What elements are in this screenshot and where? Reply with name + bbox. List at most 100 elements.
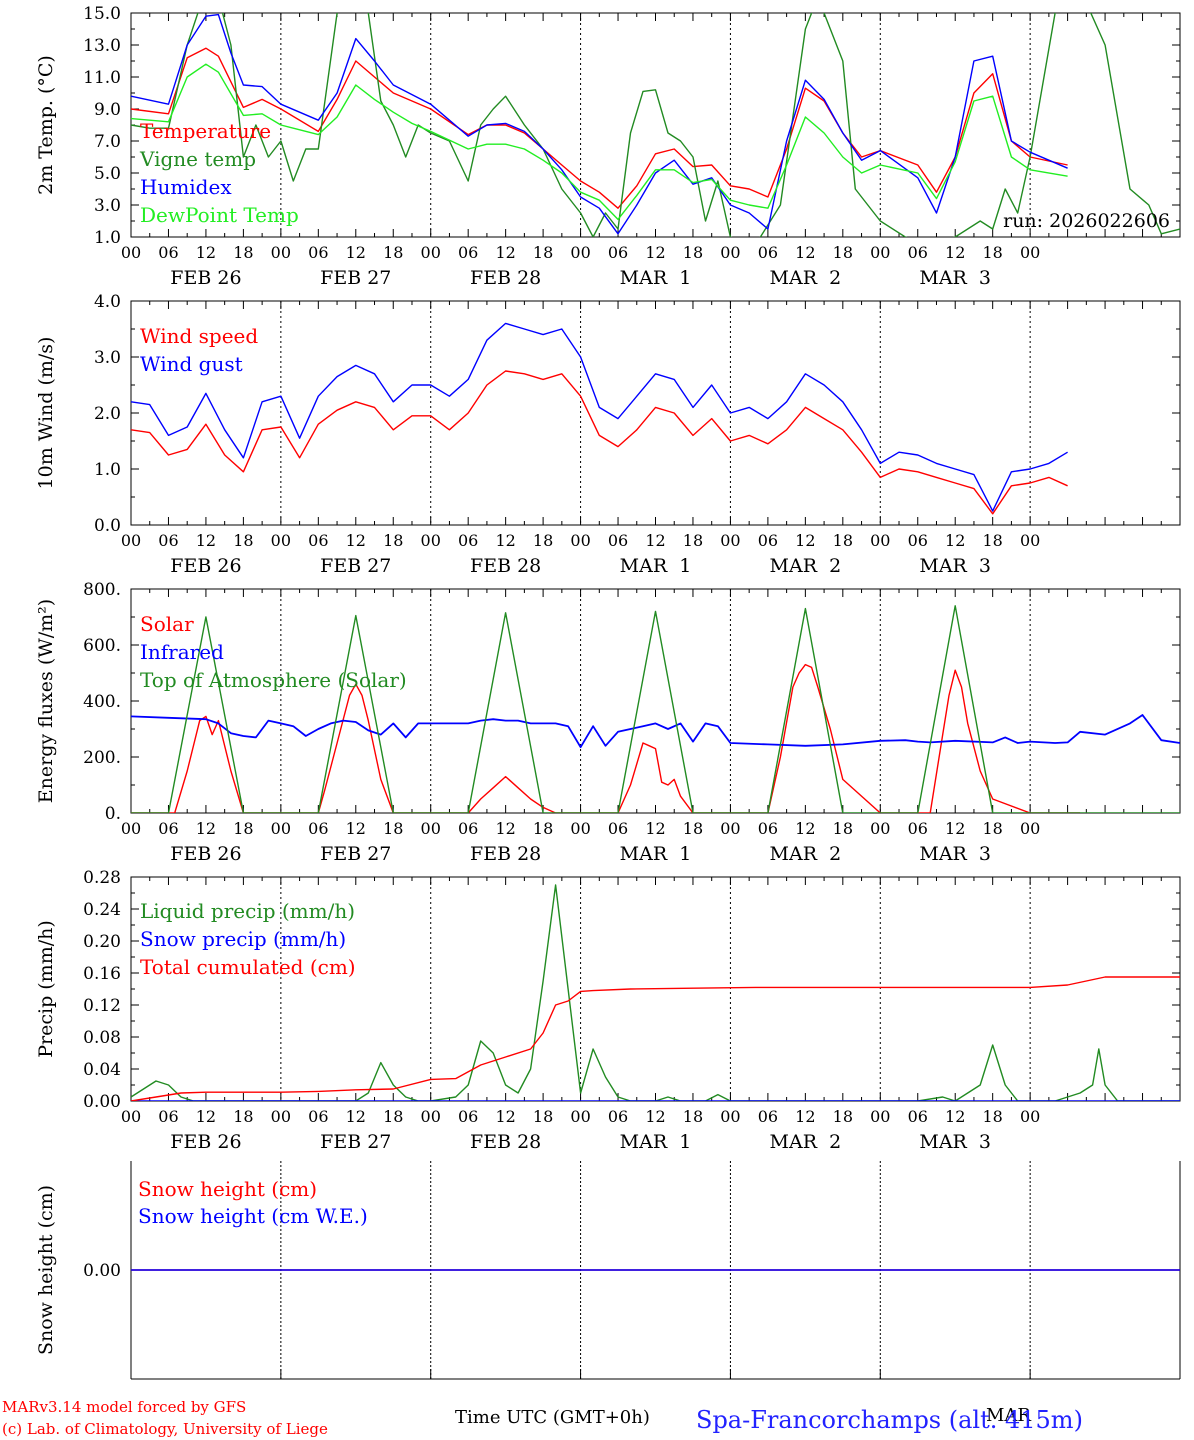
x-tick-label: 06 [158, 531, 178, 550]
date-label: FEB 27 [320, 267, 391, 289]
x-tick-label: 12 [196, 531, 216, 550]
x-tick-label: 12 [196, 1107, 216, 1126]
x-tick-label: 06 [308, 243, 328, 262]
y-tick-label: 7.0 [94, 132, 121, 152]
x-tick-label: 00 [121, 243, 141, 262]
x-tick-label: 12 [795, 243, 815, 262]
y-axis-label: Snow height (cm) [35, 1185, 57, 1355]
y-tick-label: 5.0 [94, 164, 121, 184]
legend-entry: Infrared [140, 640, 224, 664]
legend-entry: Solar [140, 612, 194, 636]
x-tick-label: 00 [870, 819, 890, 838]
x-tick-label: 18 [233, 819, 253, 838]
date-label: FEB 26 [170, 267, 241, 289]
x-tick-label: 00 [570, 243, 590, 262]
legend-entry: Snow precip (mm/h) [140, 927, 346, 951]
x-tick-label: 06 [458, 1107, 478, 1126]
x-tick-label: 00 [870, 243, 890, 262]
x-tick-label: 12 [795, 531, 815, 550]
series-line-total-cumulated-cm [131, 976, 1180, 1101]
x-tick-label: 00 [421, 819, 441, 838]
x-tick-label: 12 [495, 243, 515, 262]
date-label: MAR 3 [919, 555, 991, 577]
station-title: Spa-Francorchamps (alt. 415m) [696, 1406, 1083, 1434]
x-tick-label: 18 [683, 819, 703, 838]
x-tick-label: 06 [308, 531, 328, 550]
y-tick-label: 0.24 [83, 900, 121, 920]
date-label: FEB 27 [320, 1131, 391, 1153]
x-tick-label: 06 [608, 243, 628, 262]
x-tick-label: 18 [383, 531, 403, 550]
panel-flux: 00 06 12 18 00 06 12 18 00 06 12 18 00 06 12 18 00 06 12 18… [35, 580, 1181, 865]
date-label: FEB 28 [470, 555, 541, 577]
x-tick-label: 06 [308, 819, 328, 838]
legend-entry: Total cumulated (cm) [140, 955, 356, 979]
date-label: FEB 26 [170, 555, 241, 577]
x-tick-label: 12 [495, 1107, 515, 1126]
y-tick-label: 400. [83, 692, 121, 712]
date-label: FEB 27 [320, 555, 391, 577]
y-tick-label: 1.0 [94, 228, 121, 248]
legend-entry: Vigne temp [139, 147, 256, 171]
x-tick-label: 00 [421, 531, 441, 550]
x-tick-label: 00 [121, 1107, 141, 1126]
x-tick-label: 06 [158, 243, 178, 262]
y-axis-label: Precip (mm/h) [35, 920, 57, 1058]
x-tick-label: 18 [383, 1107, 403, 1126]
x-tick-label: 12 [945, 531, 965, 550]
x-tick-label: 12 [645, 243, 665, 262]
y-tick-label: 15.0 [83, 4, 121, 24]
x-tick-label: 00 [271, 531, 291, 550]
series-line-wind-gust [131, 322, 1068, 512]
x-tick-label: 18 [833, 531, 853, 550]
x-tick-label: 12 [945, 819, 965, 838]
y-axis-label: 2m Temp. (°C) [35, 55, 57, 195]
run-label: run: 2026022606 [1003, 210, 1170, 232]
series-group [131, 13, 1180, 237]
x-tick-label: 12 [645, 1107, 665, 1126]
x-tick-label: 06 [158, 1107, 178, 1126]
x-tick-label: 00 [121, 819, 141, 838]
x-tick-label: 18 [833, 819, 853, 838]
series-group [131, 884, 1180, 1101]
y-tick-label: 0.00 [83, 1261, 121, 1281]
legend-entry: Temperature [140, 119, 271, 143]
y-tick-label: 0. [105, 804, 121, 824]
y-tick-label: 2.0 [94, 404, 121, 424]
y-axis-label: Energy fluxes (W/m²) [35, 599, 57, 803]
x-tick-label: 18 [833, 1107, 853, 1126]
y-tick-label: 3.0 [94, 196, 121, 216]
series-line-top-of-atmosphere-solar [131, 605, 1180, 813]
date-label: MAR 2 [770, 267, 842, 289]
y-tick-label: 1.0 [94, 460, 121, 480]
date-label: MAR 3 [919, 267, 991, 289]
y-tick-label: 0.12 [83, 996, 121, 1016]
x-tick-label: 00 [570, 819, 590, 838]
x-tick-label: 18 [383, 819, 403, 838]
x-tick-label: 06 [908, 819, 928, 838]
x-tick-label: 06 [758, 531, 778, 550]
x-tick-label: 12 [495, 531, 515, 550]
x-tick-label: 06 [458, 819, 478, 838]
x-tick-label: 12 [346, 819, 366, 838]
y-tick-label: 0.08 [83, 1028, 121, 1048]
x-tick-label: 18 [833, 243, 853, 262]
x-tick-label: 18 [533, 819, 553, 838]
date-label: FEB 28 [470, 267, 541, 289]
x-tick-label: 00 [421, 243, 441, 262]
series-group [131, 322, 1068, 515]
x-tick-label: 00 [720, 1107, 740, 1126]
x-tick-label: 06 [908, 243, 928, 262]
x-tick-label: 00 [870, 1107, 890, 1126]
series-line-wind-speed [131, 370, 1068, 515]
y-tick-label: 0.00 [83, 1092, 121, 1112]
institution-credit: (c) Lab. of Climatology, University of L… [2, 1420, 328, 1438]
x-tick-label: 18 [982, 243, 1002, 262]
series-group [131, 605, 1180, 813]
x-tick-label: 18 [533, 243, 553, 262]
x-tick-label: 00 [271, 819, 291, 838]
x-tick-label: 12 [945, 243, 965, 262]
model-credit: MARv3.14 model forced by GFS [2, 1398, 246, 1416]
x-tick-label: 18 [233, 531, 253, 550]
